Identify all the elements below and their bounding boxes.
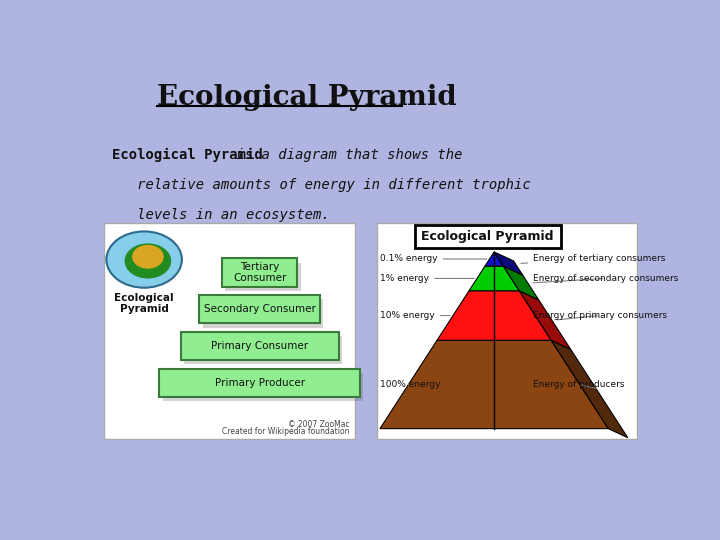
- FancyBboxPatch shape: [225, 262, 301, 291]
- Text: © 2007 ZooMac: © 2007 ZooMac: [288, 420, 349, 429]
- Polygon shape: [437, 291, 552, 340]
- Circle shape: [125, 244, 171, 278]
- Text: Tertiary
Consumer: Tertiary Consumer: [233, 262, 287, 284]
- FancyBboxPatch shape: [199, 295, 320, 323]
- Polygon shape: [519, 291, 571, 349]
- Text: 1% energy: 1% energy: [380, 274, 474, 283]
- Text: Energy of secondary consumers: Energy of secondary consumers: [533, 274, 678, 283]
- Circle shape: [132, 246, 163, 268]
- FancyBboxPatch shape: [203, 299, 323, 327]
- Text: is a diagram that shows the: is a diagram that shows the: [228, 148, 462, 162]
- Polygon shape: [503, 266, 539, 300]
- Text: Primary Consumer: Primary Consumer: [211, 341, 308, 351]
- Circle shape: [107, 232, 182, 288]
- Text: Ecological Pyramid: Ecological Pyramid: [112, 148, 263, 162]
- FancyBboxPatch shape: [184, 336, 342, 365]
- Text: Ecological Pyramid: Ecological Pyramid: [157, 84, 456, 111]
- Text: Created for Wikipedia foundation: Created for Wikipedia foundation: [222, 427, 349, 436]
- FancyBboxPatch shape: [222, 259, 297, 287]
- FancyBboxPatch shape: [163, 373, 364, 401]
- Text: 0.1% energy: 0.1% energy: [380, 254, 487, 264]
- FancyBboxPatch shape: [104, 223, 355, 439]
- FancyBboxPatch shape: [181, 332, 338, 360]
- Text: Energy of primary consumers: Energy of primary consumers: [533, 311, 667, 320]
- Text: Secondary Consumer: Secondary Consumer: [204, 305, 315, 314]
- Text: levels in an ecosystem.: levels in an ecosystem.: [112, 208, 330, 222]
- Text: Ecological
Pyramid: Ecological Pyramid: [114, 293, 174, 314]
- FancyBboxPatch shape: [377, 223, 637, 439]
- Text: Energy of tertiary consumers: Energy of tertiary consumers: [521, 254, 665, 264]
- Text: Energy of producers: Energy of producers: [533, 380, 624, 389]
- FancyBboxPatch shape: [415, 225, 561, 248]
- Polygon shape: [485, 252, 503, 266]
- Polygon shape: [380, 340, 608, 429]
- Text: relative amounts of energy in different trophic: relative amounts of energy in different …: [112, 178, 531, 192]
- Polygon shape: [552, 340, 628, 438]
- Text: 100% energy: 100% energy: [380, 380, 441, 389]
- Text: 10% energy: 10% energy: [380, 311, 450, 320]
- FancyBboxPatch shape: [159, 369, 360, 397]
- Text: Ecological Pyramid: Ecological Pyramid: [421, 230, 554, 243]
- Polygon shape: [494, 252, 523, 275]
- Polygon shape: [469, 266, 519, 291]
- Text: Primary Producer: Primary Producer: [215, 378, 305, 388]
